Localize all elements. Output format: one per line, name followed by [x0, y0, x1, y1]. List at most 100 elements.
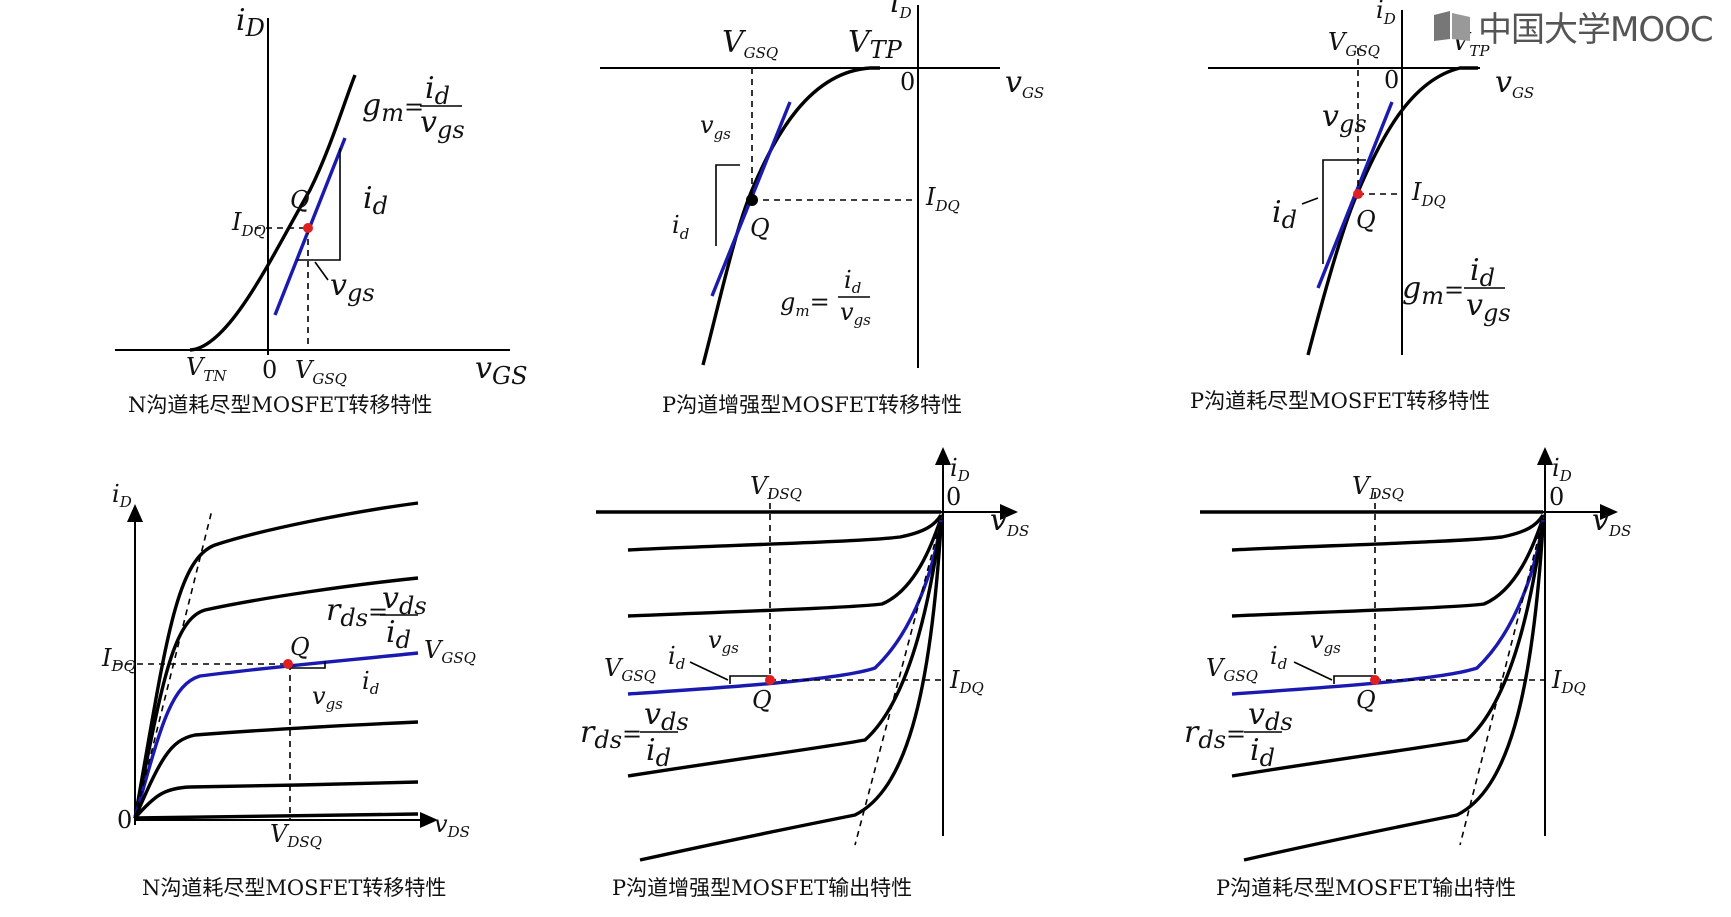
p1-delta-box: [297, 148, 341, 261]
panel-n-depletion-transfer: iD vGS VTN 0 VGSQ IDQ Q id vgs gm= id vg…: [115, 3, 528, 417]
p6-axis-x-label: vDS: [1592, 503, 1631, 540]
p6-q-label: Q: [1356, 686, 1376, 714]
panel-p-enhancement-output: iD vDS 0 VDSQ IDQ VGSQ Q id vgs rds= vds…: [580, 447, 1029, 900]
panel-p-depletion-transfer: iD vGS VGSQ VTP 0 IDQ Q vgs id gm= id vg…: [1190, 0, 1534, 413]
p3-caption: P沟道耗尽型MOSFET转移特性: [1190, 389, 1490, 413]
p6-zero-label: 0: [1549, 483, 1564, 511]
p4-vgsq-label: VGSQ: [424, 636, 476, 667]
p2-id-label: id: [672, 211, 689, 243]
book-icon: [1434, 11, 1470, 41]
p2-zero-label: 0: [900, 68, 915, 96]
p1-q-point: [303, 223, 313, 233]
p4-axis-y-label: iD: [112, 480, 132, 511]
p4-caption: N沟道耗尽型MOSFET转移特性: [142, 876, 446, 900]
p1-vgs-label: vgs: [330, 268, 375, 307]
p5-q-point: [765, 675, 775, 685]
p5-q-label: Q: [752, 686, 772, 714]
p5-curve-4: [627, 521, 943, 778]
p1-axis-y-label: iD: [236, 3, 265, 42]
p1-gm-numerator: id: [425, 71, 450, 110]
p5-axis-y-label: iD: [950, 454, 970, 485]
p6-rds-denominator: id: [1250, 733, 1275, 772]
p4-zero-label: 0: [117, 806, 132, 834]
p4-axis-x-label: vDS: [434, 810, 470, 841]
p2-vtp-label: VTP: [848, 25, 903, 64]
p2-vgs-label: vgs: [700, 111, 731, 143]
p1-vgsq-label: VGSQ: [295, 356, 347, 388]
p6-rds-label: rds=: [1184, 715, 1246, 754]
p6-curve-1: [1231, 514, 1545, 552]
p6-idq-label: IDQ: [1551, 666, 1586, 697]
p3-vgs-label: vgs: [1322, 99, 1367, 138]
p5-caption: P沟道增强型MOSFET输出特性: [612, 876, 912, 900]
p6-delta-box: [1333, 675, 1375, 684]
p6-id-label: id: [1270, 642, 1287, 673]
p1-gm-label: gm=: [362, 88, 424, 127]
p4-curve-vgsq: [133, 651, 419, 819]
p1-zero-label: 0: [262, 356, 277, 384]
p5-rds-denominator: id: [646, 733, 671, 772]
p6-id-leader: [1293, 661, 1333, 681]
p2-q-point: [746, 194, 758, 206]
p6-curve-4: [1231, 521, 1545, 778]
p1-transfer-curve: [189, 74, 357, 352]
p5-id-leader: [689, 661, 729, 681]
p2-vgsq-label: VGSQ: [722, 25, 778, 62]
p4-vdsq-label: VDSQ: [270, 820, 322, 851]
p1-idq-label: IDQ: [231, 208, 266, 240]
p5-rds-label: rds=: [580, 715, 642, 754]
p6-saturation-boundary: [1459, 511, 1546, 846]
p5-delta-box: [729, 675, 770, 684]
p6-vgsq-label: VGSQ: [1206, 654, 1258, 685]
p2-gm-label: gm=: [780, 288, 830, 320]
p3-gm-numerator: id: [1470, 253, 1495, 292]
p4-idq-label: IDQ: [101, 644, 136, 675]
p3-vgsq-label: VGSQ: [1328, 28, 1380, 60]
p6-caption: P沟道耗尽型MOSFET输出特性: [1216, 876, 1516, 900]
p6-vgs-label: vgs: [1310, 626, 1341, 657]
p4-delta-box: [290, 661, 326, 669]
p2-caption: P沟道增强型MOSFET转移特性: [662, 393, 962, 417]
p4-curve-4: [133, 720, 419, 819]
p5-curve-vgsq: [627, 519, 943, 696]
panel-p-depletion-output: iD vDS 0 VDSQ IDQ VGSQ Q id vgs rds= vds…: [1184, 447, 1631, 900]
p3-id-leader: [1301, 197, 1319, 205]
p1-q-label: Q: [290, 186, 310, 214]
p5-idq-label: IDQ: [949, 666, 984, 697]
p3-axis-y-label: iD: [1376, 0, 1396, 28]
p3-axis-x-label: vGS: [1495, 65, 1534, 102]
p5-saturation-boundary: [854, 511, 944, 846]
p6-axis-y-label: iD: [1552, 454, 1572, 485]
p4-q-label: Q: [290, 633, 310, 661]
p1-axis-x-label: vGS: [475, 351, 528, 390]
p2-axis-y-label: iD: [890, 0, 912, 22]
p4-rds-label: rds=: [326, 593, 388, 632]
panel-p-enhancement-transfer: iD vGS VGSQ VTP 0 IDQ Q vgs id gm= id vg…: [600, 0, 1044, 417]
p1-caption: N沟道耗尽型MOSFET转移特性: [128, 393, 432, 417]
p2-axis-x-label: vGS: [1005, 65, 1044, 102]
p4-rds-denominator: id: [386, 615, 411, 654]
p3-zero-label: 0: [1384, 66, 1399, 94]
p2-q-label: Q: [750, 214, 770, 242]
p5-rds-numerator: vds: [644, 697, 689, 736]
p3-idq-label: IDQ: [1411, 178, 1446, 210]
p1-vgs-leader: [314, 261, 329, 281]
p1-id-label: id: [363, 181, 388, 220]
p3-gm-label: gm=: [1402, 271, 1464, 310]
p2-gm-numerator: id: [844, 266, 861, 297]
p6-curve-vgsq: [1231, 519, 1545, 696]
p4-curve-2: [133, 576, 419, 819]
logo-text: 中国大学MOOC: [1478, 9, 1714, 50]
p4-vgs-label: vgs: [312, 682, 343, 713]
p5-zero-label: 0: [946, 483, 961, 511]
p2-gm-denominator: vgs: [840, 298, 871, 329]
p6-curve-2: [1231, 517, 1545, 618]
p2-idq-label: IDQ: [925, 183, 960, 215]
p1-vtn-label: VTN: [186, 353, 227, 385]
p6-rds-numerator: vds: [1248, 697, 1293, 736]
panel-n-depletion-output: iD vDS 0 IDQ VDSQ VGSQ Q id vgs rds= vds…: [101, 480, 476, 900]
p6-curve-5: [1243, 524, 1545, 862]
p4-curve-1: [133, 501, 419, 819]
p4-id-label: id: [362, 667, 379, 698]
p6-vdsq-label: VDSQ: [1352, 472, 1404, 503]
